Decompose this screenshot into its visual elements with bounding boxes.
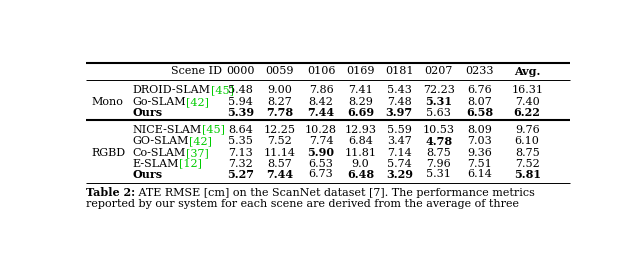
Text: 0181: 0181	[385, 66, 413, 76]
Text: 7.78: 7.78	[266, 107, 294, 118]
Text: 5.90: 5.90	[308, 147, 335, 158]
Text: 9.76: 9.76	[515, 125, 540, 135]
Text: 0207: 0207	[424, 66, 453, 76]
Text: 7.96: 7.96	[426, 159, 451, 169]
Text: 7.44: 7.44	[266, 169, 294, 180]
Text: 5.31: 5.31	[426, 96, 452, 107]
Text: Co-SLAM: Co-SLAM	[132, 148, 186, 158]
Text: Table 2:: Table 2:	[86, 187, 135, 198]
Text: 5.39: 5.39	[227, 107, 254, 118]
Text: 8.07: 8.07	[468, 97, 492, 107]
Text: reported by our system for each scene are derived from the average of three: reported by our system for each scene ar…	[86, 199, 519, 208]
Text: 11.81: 11.81	[344, 148, 376, 158]
Text: 8.27: 8.27	[268, 97, 292, 107]
Text: [42]: [42]	[186, 97, 209, 107]
Text: Avg.: Avg.	[514, 66, 540, 77]
Text: 8.57: 8.57	[268, 159, 292, 169]
Text: Ours: Ours	[132, 169, 163, 180]
Text: 12.93: 12.93	[344, 125, 376, 135]
Text: 6.69: 6.69	[347, 107, 374, 118]
Text: 7.44: 7.44	[307, 107, 335, 118]
Text: 9.0: 9.0	[351, 159, 369, 169]
Text: DROID-SLAM: DROID-SLAM	[132, 85, 211, 95]
Text: 7.48: 7.48	[387, 97, 412, 107]
Text: 6.73: 6.73	[308, 169, 333, 179]
Text: Mono: Mono	[92, 97, 124, 107]
Text: 0000: 0000	[226, 66, 255, 76]
Text: 7.03: 7.03	[468, 136, 492, 146]
Text: 5.27: 5.27	[227, 169, 254, 180]
Text: 5.81: 5.81	[514, 169, 541, 180]
Text: 0169: 0169	[346, 66, 375, 76]
Text: 10.53: 10.53	[423, 125, 455, 135]
Text: Ours: Ours	[132, 107, 163, 118]
Text: 5.59: 5.59	[387, 125, 412, 135]
Text: 4.78: 4.78	[425, 136, 452, 147]
Text: 72.23: 72.23	[423, 85, 455, 95]
Text: 8.09: 8.09	[467, 125, 492, 135]
Text: 6.84: 6.84	[348, 136, 373, 146]
Text: E-SLAM: E-SLAM	[132, 159, 179, 169]
Text: 7.74: 7.74	[308, 136, 333, 146]
Text: 8.42: 8.42	[308, 97, 333, 107]
Text: 7.40: 7.40	[515, 97, 540, 107]
Text: 0059: 0059	[266, 66, 294, 76]
Text: 7.13: 7.13	[228, 148, 253, 158]
Text: 0106: 0106	[307, 66, 335, 76]
Text: 3.29: 3.29	[386, 169, 413, 180]
Text: 6.14: 6.14	[467, 169, 492, 179]
Text: 5.43: 5.43	[387, 85, 412, 95]
Text: 8.29: 8.29	[348, 97, 373, 107]
Text: [12]: [12]	[179, 159, 202, 169]
Text: [42]: [42]	[189, 136, 212, 146]
Text: 7.52: 7.52	[268, 136, 292, 146]
Text: 7.86: 7.86	[308, 85, 333, 95]
Text: 5.74: 5.74	[387, 159, 412, 169]
Text: 7.51: 7.51	[468, 159, 492, 169]
Text: 6.22: 6.22	[514, 107, 541, 118]
Text: NICE-SLAM: NICE-SLAM	[132, 125, 202, 135]
Text: RGBD: RGBD	[92, 148, 125, 158]
Text: 11.14: 11.14	[264, 148, 296, 158]
Text: 3.97: 3.97	[386, 107, 413, 118]
Text: 8.64: 8.64	[228, 125, 253, 135]
Text: 8.75: 8.75	[426, 148, 451, 158]
Text: [45]: [45]	[202, 125, 225, 135]
Text: 9.36: 9.36	[467, 148, 492, 158]
Text: 16.31: 16.31	[511, 85, 543, 95]
Text: 10.28: 10.28	[305, 125, 337, 135]
Text: 8.75: 8.75	[515, 148, 540, 158]
Text: 5.35: 5.35	[228, 136, 253, 146]
Text: 6.53: 6.53	[308, 159, 333, 169]
Text: 5.31: 5.31	[426, 169, 451, 179]
Text: Scene ID: Scene ID	[172, 66, 223, 76]
Text: 7.41: 7.41	[348, 85, 373, 95]
Text: 0233: 0233	[466, 66, 494, 76]
Text: 7.14: 7.14	[387, 148, 412, 158]
Text: [37]: [37]	[186, 148, 209, 158]
Text: 6.58: 6.58	[467, 107, 493, 118]
Text: 7.52: 7.52	[515, 159, 540, 169]
Text: 6.76: 6.76	[468, 85, 492, 95]
Text: 5.48: 5.48	[228, 85, 253, 95]
Text: [45]: [45]	[211, 85, 234, 95]
Text: 5.94: 5.94	[228, 97, 253, 107]
Text: 9.00: 9.00	[268, 85, 292, 95]
Text: 12.25: 12.25	[264, 125, 296, 135]
Text: 6.10: 6.10	[515, 136, 540, 146]
Text: ATE RMSE [cm] on the ScanNet dataset [7]. The performance metrics: ATE RMSE [cm] on the ScanNet dataset [7]…	[135, 188, 535, 198]
Text: GO-SLAM: GO-SLAM	[132, 136, 189, 146]
Text: 6.48: 6.48	[347, 169, 374, 180]
Text: 5.63: 5.63	[426, 108, 451, 118]
Text: 7.32: 7.32	[228, 159, 253, 169]
Text: Go-SLAM: Go-SLAM	[132, 97, 186, 107]
Text: 3.47: 3.47	[387, 136, 412, 146]
